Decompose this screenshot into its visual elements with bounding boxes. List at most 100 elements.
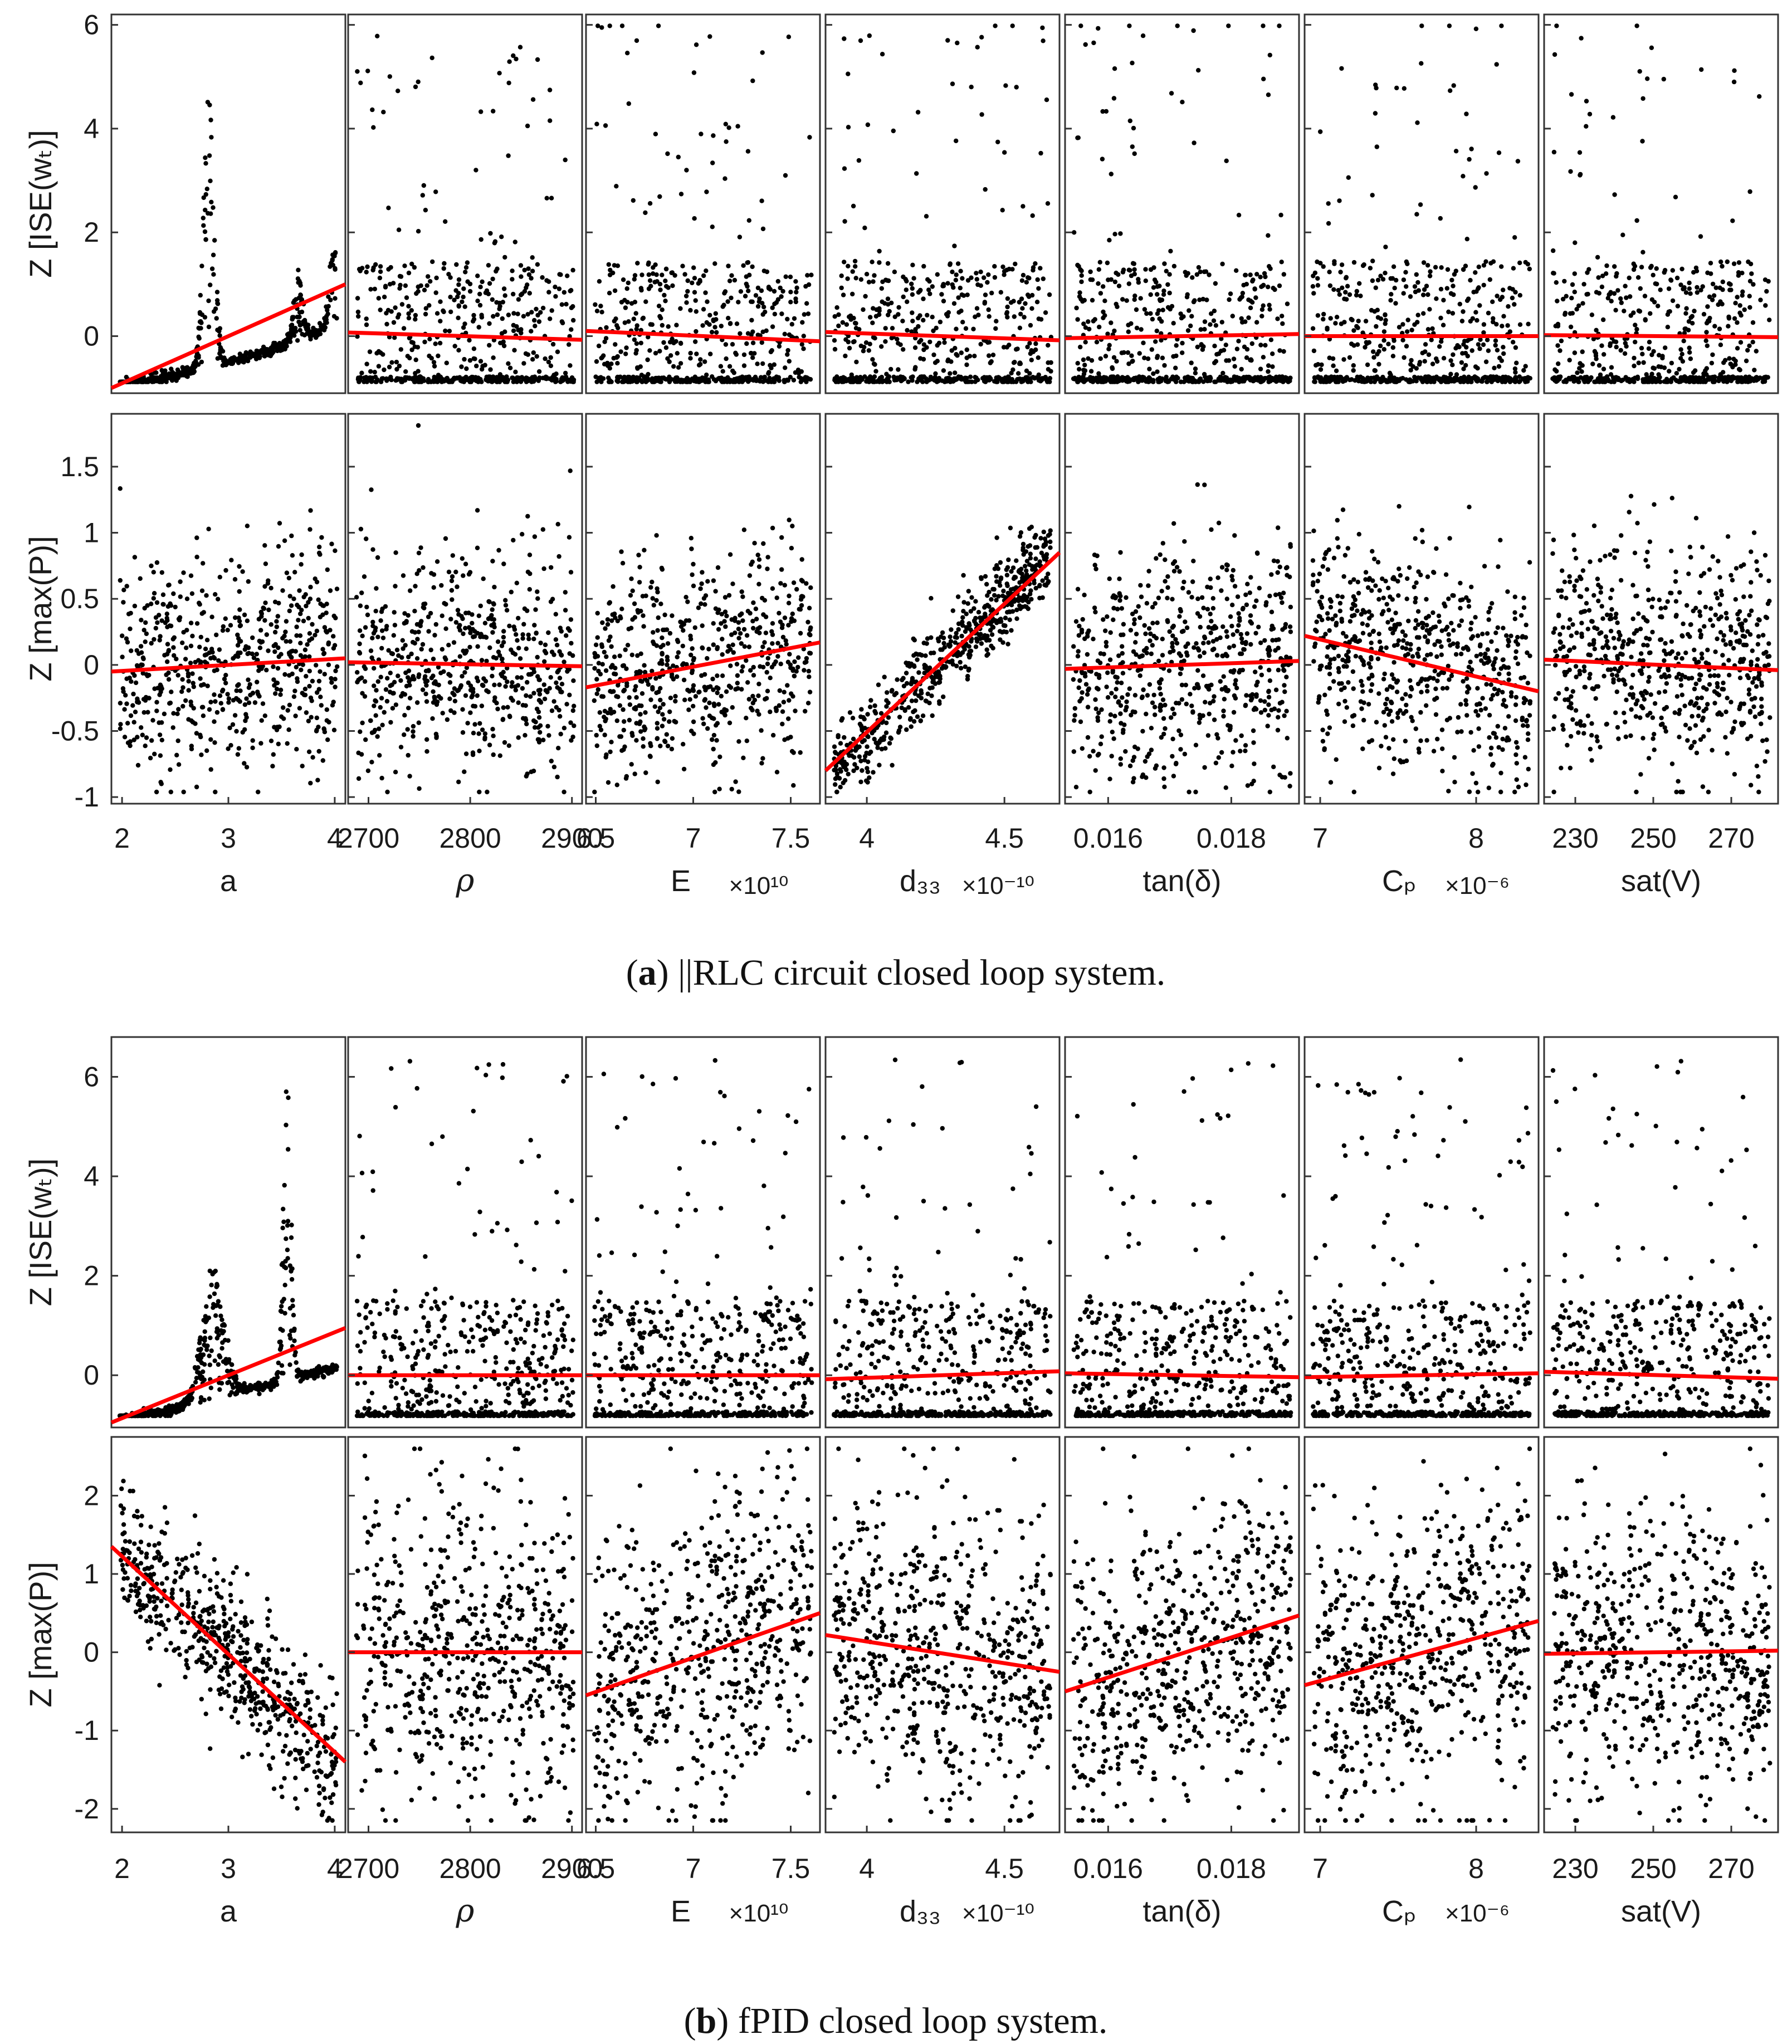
data-point: [1687, 379, 1692, 384]
data-point: [235, 752, 241, 757]
data-point: [287, 594, 292, 599]
data-point: [1318, 129, 1323, 134]
data-point: [1426, 352, 1432, 357]
data-point: [960, 276, 965, 281]
data-point: [1555, 375, 1560, 380]
data-point: [463, 270, 468, 275]
data-point: [941, 299, 946, 304]
data-point: [189, 744, 194, 749]
data-point: [1134, 325, 1140, 331]
data-point: [1027, 371, 1032, 376]
data-point: [198, 634, 203, 640]
data-point: [1017, 300, 1022, 305]
data-point: [491, 314, 496, 319]
data-point: [318, 695, 323, 700]
data-point: [333, 267, 338, 272]
data-point: [135, 762, 141, 768]
data-point: [133, 710, 138, 715]
data-point: [785, 378, 790, 383]
data-point: [1568, 169, 1573, 174]
data-point: [1332, 259, 1337, 264]
data-point: [1024, 280, 1029, 285]
data-point: [1378, 379, 1383, 384]
data-point: [1117, 376, 1122, 381]
data-point: [555, 522, 560, 527]
data-point: [413, 317, 418, 322]
data-point: [1019, 278, 1025, 283]
data-point: [1253, 295, 1258, 300]
data-point: [222, 355, 227, 360]
data-point: [387, 282, 393, 287]
data-point: [118, 722, 123, 727]
data-point: [483, 290, 489, 295]
data-point: [308, 508, 313, 513]
data-point: [264, 667, 269, 673]
data-point: [1258, 343, 1263, 348]
data-point: [663, 266, 669, 272]
data-point: [915, 110, 921, 115]
data-point: [921, 347, 926, 353]
data-point: [804, 375, 809, 380]
data-point: [272, 629, 278, 635]
data-point: [257, 646, 263, 651]
data-point: [598, 304, 603, 309]
data-point: [1511, 340, 1516, 345]
data-point: [722, 289, 728, 294]
data-point: [171, 645, 176, 650]
data-point: [1499, 264, 1504, 269]
data-point: [1449, 277, 1454, 283]
data-point: [850, 269, 855, 274]
data-point: [1213, 281, 1218, 286]
data-point: [214, 667, 219, 673]
data-point: [646, 371, 651, 377]
data-point: [1476, 265, 1481, 270]
data-point: [930, 284, 935, 289]
data-point: [509, 696, 514, 701]
data-point: [274, 619, 279, 624]
data-point: [421, 378, 427, 383]
data-point: [793, 370, 798, 375]
data-point: [853, 320, 858, 326]
data-point: [171, 711, 176, 716]
data-point: [266, 578, 271, 583]
data-point: [1561, 379, 1566, 384]
data-point: [1612, 264, 1617, 269]
data-point: [743, 294, 748, 299]
data-point: [771, 376, 777, 381]
data-point: [1147, 366, 1152, 371]
data-point: [208, 178, 213, 183]
data-point: [647, 348, 652, 353]
data-point: [331, 646, 336, 651]
data-point: [1337, 292, 1342, 297]
data-point: [203, 161, 208, 166]
data-point: [299, 667, 304, 673]
data-point: [1604, 263, 1609, 268]
data-point: [122, 735, 128, 740]
data-point: [1409, 327, 1414, 332]
data-point: [1397, 325, 1402, 330]
data-point: [1080, 299, 1085, 304]
data-point: [1121, 350, 1126, 355]
data-point: [1127, 23, 1132, 28]
data-point: [356, 314, 361, 319]
data-point: [872, 273, 877, 278]
data-point: [259, 718, 264, 723]
data-point: [1747, 343, 1752, 349]
data-point: [531, 637, 536, 642]
data-point: [755, 361, 760, 366]
data-point: [1026, 292, 1031, 297]
data-point: [124, 701, 129, 706]
data-point: [1628, 313, 1633, 318]
data-point: [720, 369, 725, 374]
data-point: [1414, 272, 1419, 277]
data-point: [853, 276, 858, 281]
data-point: [271, 664, 276, 669]
data-point: [491, 601, 496, 606]
panel-a-row-1-col-7: [1543, 13, 1779, 394]
data-point: [629, 301, 634, 306]
data-point: [569, 327, 574, 332]
data-point: [1197, 297, 1202, 302]
data-point: [567, 342, 572, 347]
data-point: [459, 364, 464, 369]
data-point: [208, 118, 213, 123]
